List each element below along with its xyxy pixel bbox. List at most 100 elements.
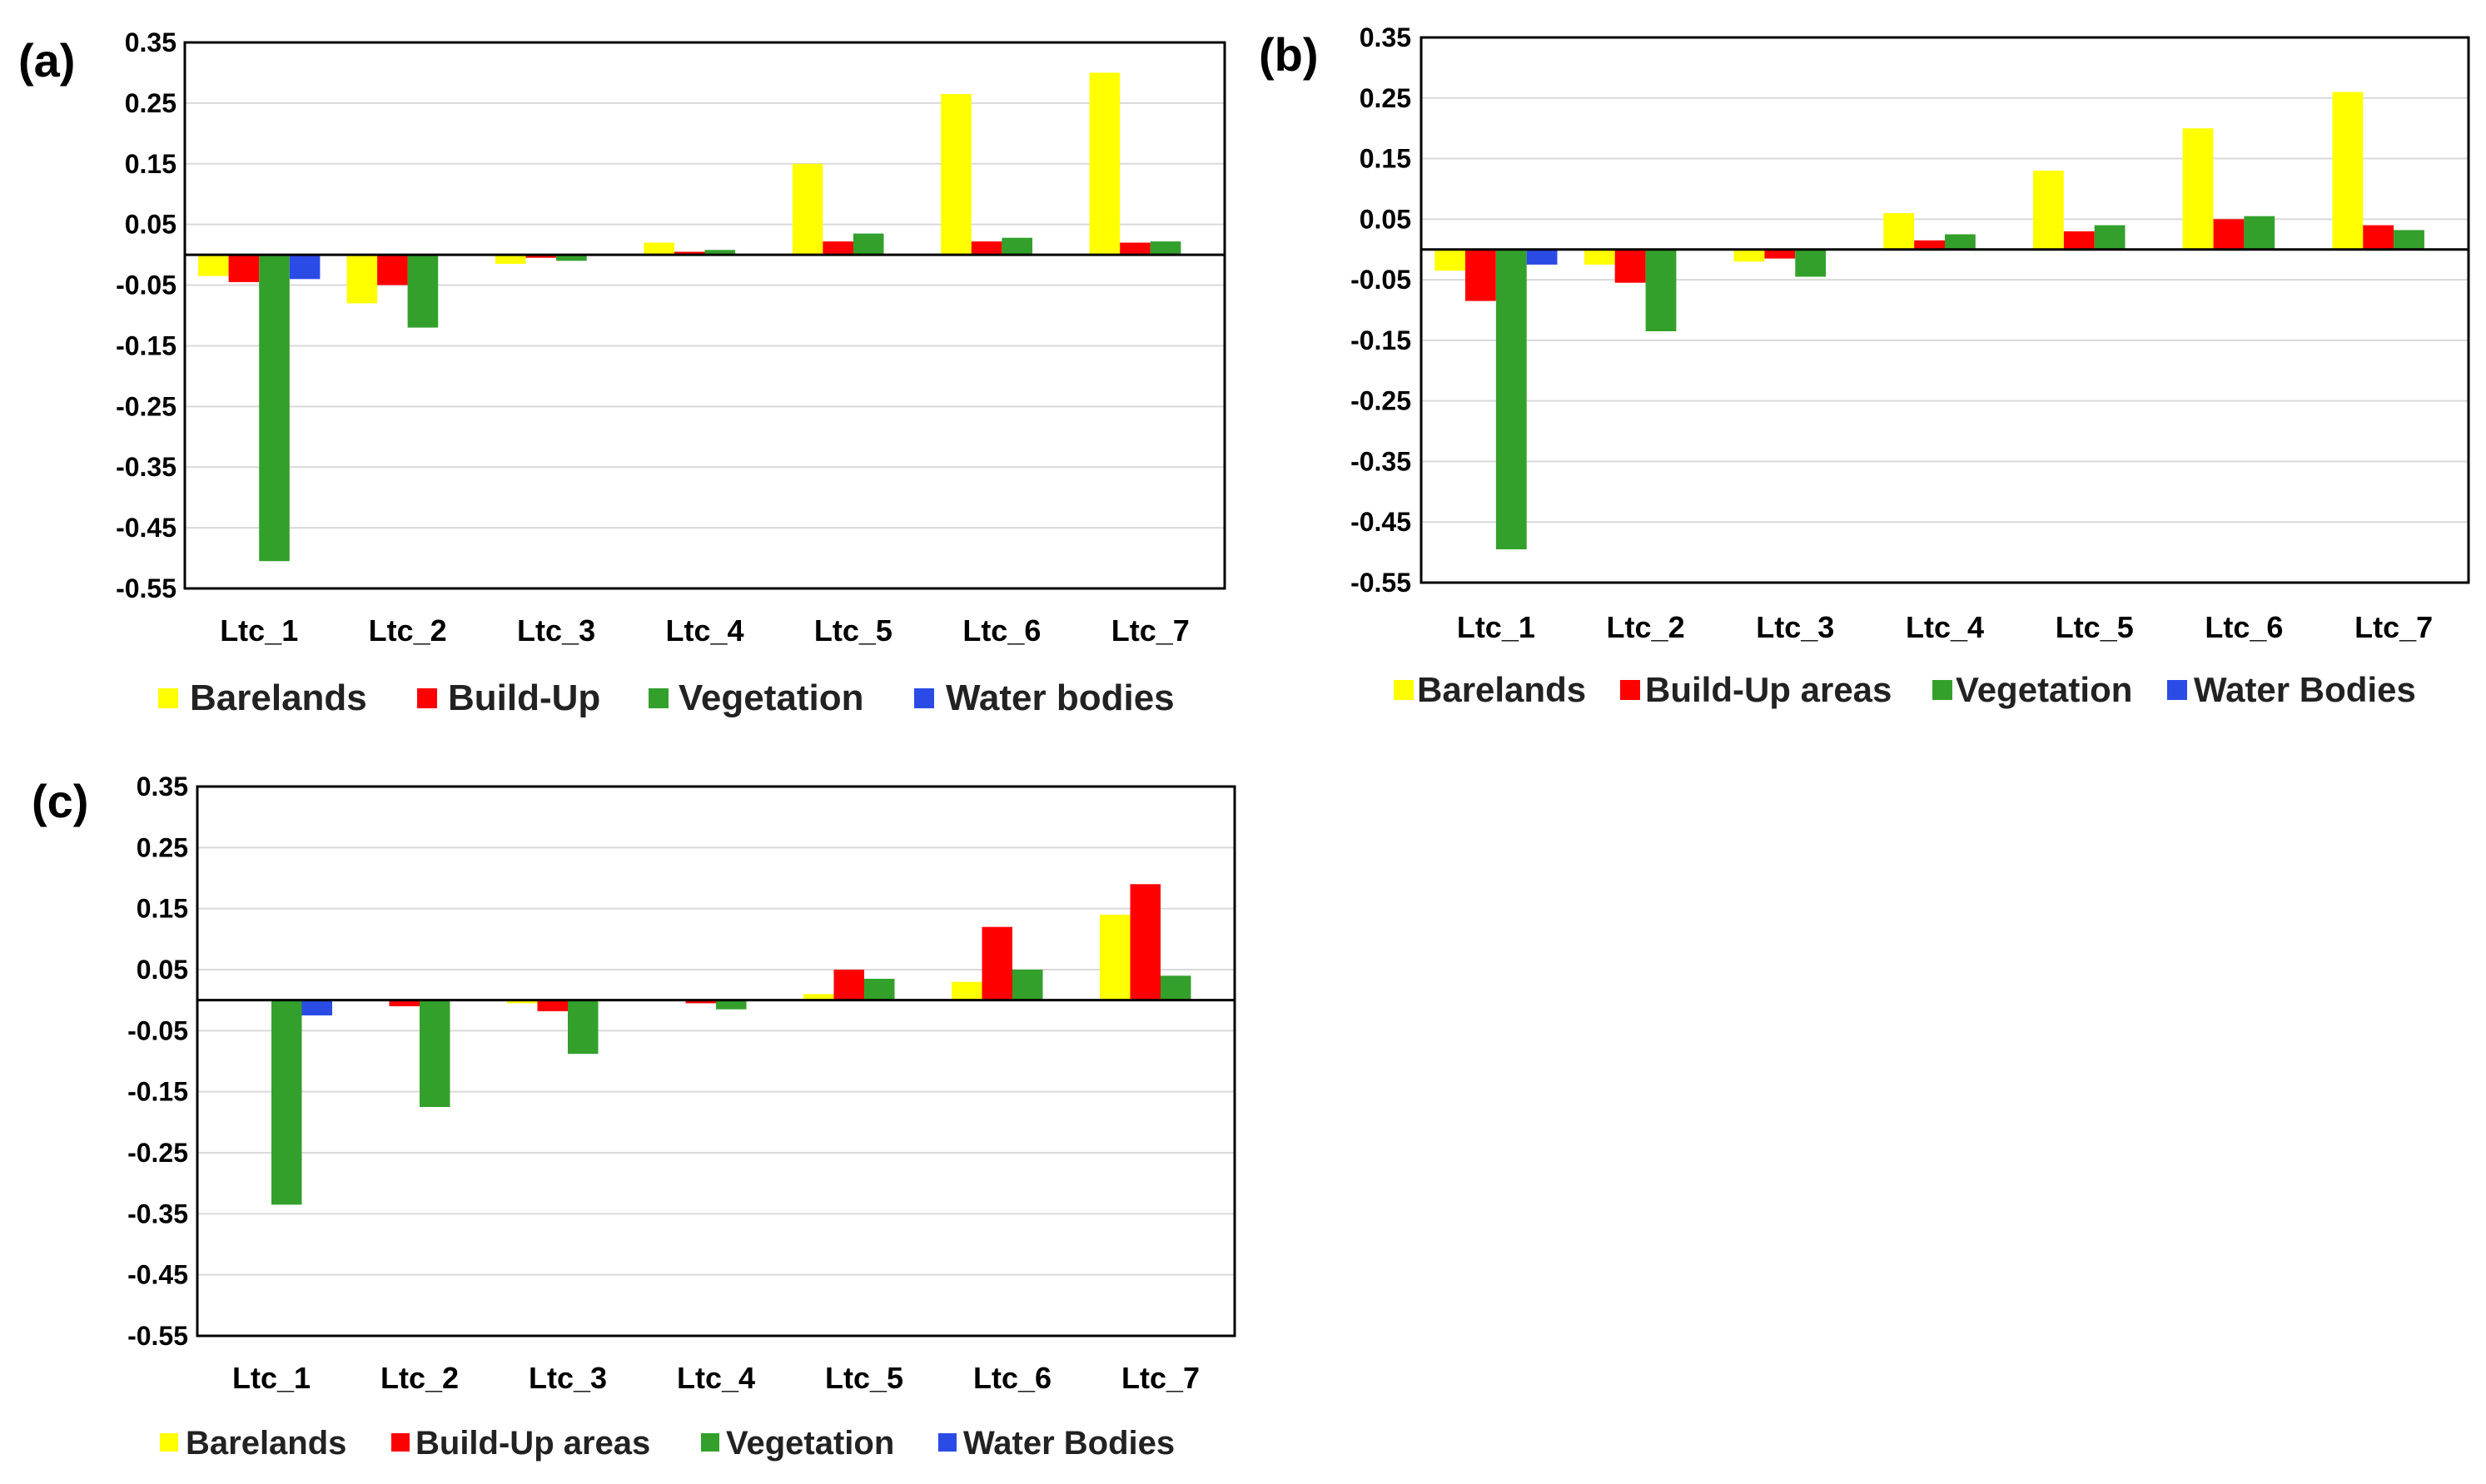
bar-vegetation-ltc_5 — [853, 233, 884, 256]
bar-vegetation-ltc_1 — [259, 255, 290, 562]
x-category-label: Ltc_4 — [665, 613, 743, 648]
y-tick-label: -0.45 — [1350, 507, 1411, 537]
bar-vegetation-ltc_1 — [1495, 249, 1527, 549]
y-tick-label: 0.35 — [125, 27, 177, 57]
bar-barelands-ltc_5 — [792, 163, 823, 256]
bar-vegetation-ltc_6 — [1012, 970, 1043, 1000]
bar-barelands-ltc_3 — [507, 1000, 538, 1004]
legend-swatch — [417, 688, 437, 708]
legend-swatch — [649, 688, 669, 708]
legend-label: Water Bodies — [2194, 670, 2416, 709]
y-tick-label: -0.15 — [1350, 325, 1411, 355]
bar-barelands-ltc_7 — [2332, 92, 2364, 250]
bar-vegetation-ltc_4 — [1945, 234, 1976, 250]
bar-vegetation-ltc_5 — [864, 979, 895, 1000]
x-category-label: Ltc_1 — [220, 613, 298, 648]
y-tick-label: 0.25 — [125, 88, 177, 118]
bar-build-up-ltc_2 — [377, 255, 408, 285]
y-tick-label: -0.35 — [116, 452, 177, 482]
y-tick-label: -0.25 — [127, 1138, 188, 1168]
x-category-label: Ltc_6 — [2205, 610, 2283, 644]
y-tick-label: -0.55 — [127, 1321, 188, 1351]
legend-swatch — [2167, 680, 2187, 700]
y-tick-label: -0.25 — [116, 391, 177, 421]
legend-label: Vegetation — [726, 1425, 894, 1462]
bar-vegetation-ltc_3 — [568, 1000, 599, 1055]
y-tick-label: 0.35 — [137, 772, 188, 802]
legend-swatch — [701, 1433, 719, 1452]
bar-vegetation-ltc_4 — [716, 1000, 747, 1010]
legend-label: Water bodies — [946, 677, 1175, 718]
bar-barelands-ltc_2 — [346, 255, 378, 304]
chart-panel-b: (b) 0.35 0.25 0.15 0.05 -0.05 -0.15 -0.25 -0.35 -… — [1259, 22, 2470, 709]
legend-swatch — [158, 688, 178, 708]
plot-frame — [183, 41, 1226, 590]
bar-barelands-ltc_4 — [1883, 213, 1915, 250]
bar-build-up-ltc_5 — [2063, 231, 2095, 250]
y-tick-label: -0.35 — [1350, 446, 1411, 476]
y-tick-label: 0.25 — [1360, 83, 1411, 113]
y-tick-label: 0.05 — [125, 210, 177, 240]
bar-build-up-ltc_2 — [389, 1000, 420, 1006]
x-category-label: Ltc_3 — [1756, 610, 1834, 644]
bar-vegetation-ltc_2 — [420, 1000, 450, 1107]
y-tick-label: 0.15 — [137, 894, 188, 924]
plot-frame — [1420, 36, 2470, 584]
bar-build-up-ltc_4 — [685, 1000, 716, 1004]
x-category-label: Ltc_7 — [1121, 1361, 1200, 1395]
legend: Barelands Build-Up areas Vegetation Water B… — [1394, 670, 2416, 709]
bar-vegetation-ltc_7 — [2394, 230, 2424, 250]
y-tick-label: -0.05 — [116, 270, 177, 300]
bar-barelands-ltc_6 — [2182, 128, 2214, 250]
bar-build-up-ltc_7 — [1130, 884, 1161, 1000]
y-tick-label: -0.45 — [116, 513, 177, 543]
bar-build-up-ltc_6 — [2213, 219, 2245, 250]
x-category-label: Ltc_6 — [962, 613, 1041, 648]
plot-frame — [196, 785, 1236, 1338]
panel-title: (b) — [1259, 28, 1319, 81]
bar-vegetation-ltc_2 — [407, 255, 439, 328]
y-tick-label: -0.45 — [127, 1260, 188, 1290]
legend: Barelands Build-Up areas Vegetation Water B… — [160, 1425, 1175, 1462]
bar-vegetation-ltc_7 — [1150, 241, 1181, 256]
y-tick-label: 0.05 — [137, 955, 188, 985]
y-tick-label: -0.15 — [127, 1077, 188, 1107]
bar-build-up-ltc_3 — [537, 1000, 568, 1011]
bar-barelands-ltc_5 — [803, 994, 834, 1000]
x-category-label: Ltc_1 — [1457, 610, 1535, 644]
bar-build-up-ltc_2 — [1614, 249, 1646, 283]
y-tick-label: -0.55 — [116, 573, 177, 603]
bar-build-up-ltc_4 — [674, 251, 705, 256]
y-tick-label: 0.35 — [1360, 22, 1411, 52]
legend-swatch — [1394, 680, 1414, 700]
legend-swatch — [914, 688, 934, 708]
bar-barelands-ltc_3 — [1733, 249, 1765, 262]
legend-swatch — [1932, 680, 1952, 700]
bar-build-up-ltc_7 — [2363, 225, 2394, 250]
x-category-label: Ltc_7 — [2354, 610, 2433, 644]
bar-build-up-ltc_4 — [1914, 240, 1945, 250]
bar-barelands-ltc_1 — [1434, 249, 1465, 271]
legend-swatch — [1620, 680, 1640, 700]
x-category-label: Ltc_5 — [825, 1361, 903, 1395]
bar-vegetation-ltc_6 — [2244, 216, 2275, 250]
x-category-label: Ltc_6 — [973, 1361, 1052, 1395]
x-category-label: Ltc_3 — [517, 613, 595, 648]
bar-build-up-ltc_1 — [1465, 249, 1496, 301]
bar-vegetation-ltc_7 — [1161, 975, 1191, 1000]
x-category-label: Ltc_7 — [1111, 613, 1190, 648]
bar-build-up-ltc_6 — [982, 926, 1012, 1000]
bar-build-up-ltc_1 — [228, 255, 260, 282]
bar-build-up-ltc_7 — [1120, 242, 1151, 256]
y-tick-label: -0.05 — [1350, 265, 1411, 295]
bar-build-up-ltc_3 — [1764, 249, 1796, 259]
bar-water-bodies-ltc_1 — [1526, 249, 1558, 265]
y-tick-label: -0.35 — [127, 1199, 188, 1228]
bar-water-bodies-ltc_1 — [301, 1000, 332, 1015]
bar-build-up-ltc_5 — [833, 970, 864, 1000]
x-category-label: Ltc_2 — [369, 613, 447, 648]
bar-vegetation-ltc_3 — [1795, 249, 1827, 277]
y-tick-label: -0.05 — [127, 1015, 188, 1045]
bar-vegetation-ltc_3 — [556, 255, 587, 261]
